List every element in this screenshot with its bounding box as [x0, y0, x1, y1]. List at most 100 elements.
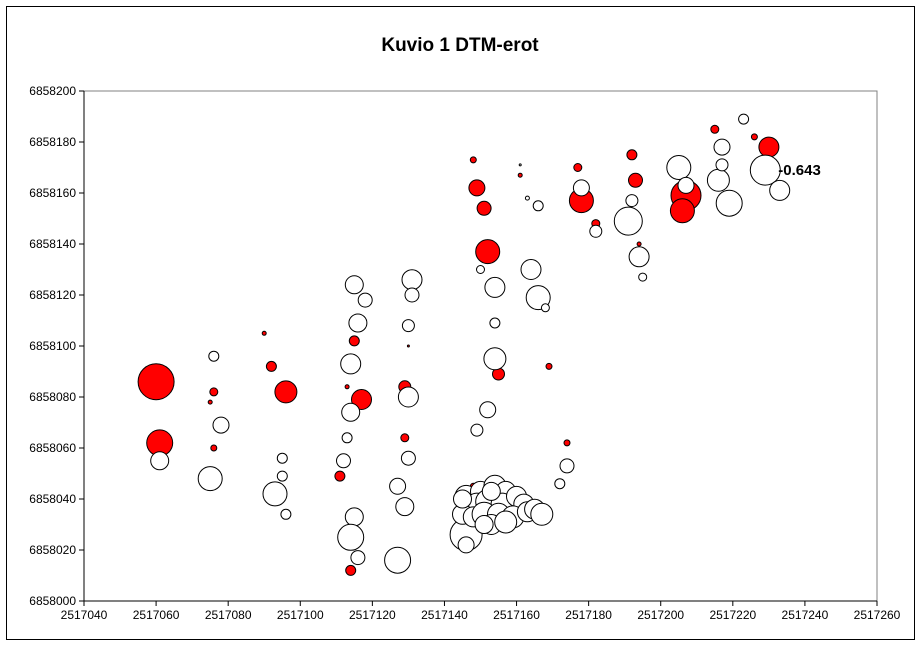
white-bubble	[518, 163, 522, 167]
white-bubble	[457, 536, 475, 554]
red-bubble	[636, 241, 642, 247]
white-bubble	[341, 432, 353, 444]
white-bubble	[476, 265, 485, 274]
white-bubble	[389, 477, 407, 495]
x-tick-label: 2517240	[782, 608, 829, 622]
white-bubble	[589, 224, 603, 238]
red-bubble	[261, 330, 267, 336]
white-bubble	[494, 510, 518, 534]
white-bubble	[344, 507, 364, 527]
white-bubble	[336, 453, 351, 469]
white-bubble	[474, 515, 494, 534]
x-tick-label: 2517100	[277, 608, 324, 622]
white-bubble	[483, 347, 507, 371]
white-bubble	[638, 272, 648, 282]
x-tick-label: 2517180	[565, 608, 612, 622]
red-bubble	[669, 198, 695, 224]
red-bubble	[345, 564, 357, 576]
white-bubble	[520, 259, 542, 280]
red-bubble	[209, 387, 219, 397]
red-bubble	[545, 362, 553, 370]
y-tick-label: 6858180	[29, 135, 76, 149]
white-bubble	[453, 489, 472, 509]
x-tick-label: 2517220	[709, 608, 756, 622]
red-bubble	[476, 200, 492, 216]
y-tick-label: 6858200	[29, 84, 76, 98]
white-bubble	[280, 508, 292, 520]
chart-frame: Kuvio 1 DTM-erot 2517040 2517060 2517080 25…	[6, 6, 915, 640]
white-bubble	[397, 386, 419, 408]
y-tick-label: 6858080	[29, 390, 76, 404]
y-tick-label: 6858140	[29, 237, 76, 251]
white-bubble	[357, 292, 373, 308]
x-tick-label: 2517200	[637, 608, 684, 622]
white-bubble	[337, 523, 365, 551]
data-labels: -0.643	[778, 162, 821, 179]
white-bubble	[749, 154, 781, 186]
red-bubble	[351, 389, 372, 410]
white-bubble	[628, 246, 650, 268]
data-markers	[137, 113, 791, 576]
white-bubble	[715, 158, 729, 172]
axes: 2517040 2517060 2517080 2517100 2517120 25171…	[29, 84, 900, 622]
white-bubble	[150, 451, 170, 471]
white-bubble	[276, 452, 288, 464]
white-bubble	[559, 458, 575, 474]
white-bubble	[350, 550, 366, 566]
x-tick-label: 2517040	[61, 608, 108, 622]
white-bubble	[208, 350, 220, 362]
red-bubble	[207, 399, 213, 405]
white-bubble	[540, 303, 550, 313]
white-bubble	[401, 319, 415, 333]
red-bubble	[344, 384, 350, 390]
white-bubble	[484, 276, 506, 298]
x-tick-label: 2517120	[349, 608, 396, 622]
white-bubble	[340, 353, 362, 375]
red-bubble	[210, 444, 218, 452]
red-bubble	[469, 156, 477, 164]
white-bubble	[276, 470, 288, 482]
red-bubble	[400, 433, 410, 443]
white-bubble	[613, 206, 643, 236]
white-bubble	[713, 138, 731, 156]
white-bubble	[706, 168, 730, 192]
white-bubble	[479, 401, 497, 419]
white-bubble	[348, 313, 368, 333]
y-tick-label: 6858020	[29, 543, 76, 557]
white-bubble	[197, 466, 223, 492]
white-bubble	[470, 423, 484, 437]
red-bubble	[475, 239, 501, 265]
y-tick-label: 6858040	[29, 492, 76, 506]
red-bubble	[468, 179, 486, 197]
y-tick-label: 6858100	[29, 339, 76, 353]
red-bubble	[628, 172, 643, 188]
white-bubble	[738, 113, 750, 125]
red-bubble	[573, 163, 583, 172]
data-label: -0.643	[778, 162, 821, 179]
scatter-chart: Kuvio 1 DTM-erot 2517040 2517060 2517080 25…	[29, 35, 900, 622]
red-bubble	[710, 124, 720, 134]
y-tick-label: 6858120	[29, 288, 76, 302]
chart-title: Kuvio 1 DTM-erot	[381, 35, 539, 56]
white-bubble	[625, 194, 639, 208]
red-bubble	[274, 380, 298, 404]
y-tick-label: 6858060	[29, 441, 76, 455]
red-bubble	[348, 335, 360, 347]
white-bubble	[769, 179, 791, 201]
x-tick-label: 2517160	[493, 608, 540, 622]
white-bubble	[530, 502, 554, 526]
red-bubble	[137, 363, 175, 401]
y-tick-label: 6858000	[29, 594, 76, 608]
white-bubble	[395, 497, 415, 517]
red-bubble	[334, 470, 346, 482]
red-bubble	[626, 149, 638, 161]
white-bubble	[262, 481, 288, 507]
red-bubble	[265, 360, 277, 372]
x-tick-label: 2517140	[421, 608, 468, 622]
x-tick-label: 2517080	[205, 608, 252, 622]
red-bubble	[517, 172, 523, 178]
x-tick-label: 2517260	[854, 608, 901, 622]
white-bubble	[532, 200, 544, 212]
white-bubble	[344, 275, 364, 295]
red-bubble	[563, 439, 571, 447]
